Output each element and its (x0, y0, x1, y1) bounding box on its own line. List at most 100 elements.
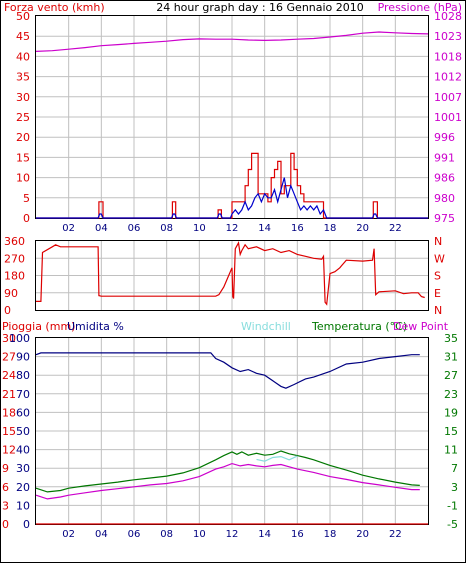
page-title: 24 hour graph day : 16 Gennaio 2010 (156, 1, 364, 14)
wind-tick-label: 0 (23, 212, 30, 225)
time-tick-label: 14 (258, 223, 271, 234)
pressure-tick-label: 1001 (434, 111, 462, 124)
wind-tick-label: 10 (16, 172, 30, 185)
temperature-tick-label: 15 (444, 425, 458, 438)
temperature-tick-label: 35 (444, 332, 458, 345)
wind-tick-label: 20 (16, 131, 30, 144)
rain-tick-label: 12 (2, 444, 16, 457)
wind-tick-label: 30 (16, 91, 30, 104)
pressure-tick-label: 1023 (434, 30, 462, 43)
pressure-series-line (35, 31, 429, 52)
time-tick-label: 06 (128, 223, 141, 234)
gust-series-line (36, 152, 428, 219)
wind-tick-label: 45 (16, 30, 30, 43)
rain-tick-label: 27 (2, 351, 16, 364)
direction-tick-label: 0 (4, 304, 11, 317)
humidity-tick-label: 10 (16, 499, 30, 512)
pressure-tick-label: 1007 (434, 91, 462, 104)
pressure-tick-label: 986 (434, 172, 455, 185)
temperature-tick-label: 19 (444, 406, 458, 419)
time-tick-label: 04 (95, 529, 108, 540)
humidity-tick-label: 40 (16, 444, 30, 457)
rain-axis-label: Pioggia (mm) (2, 320, 75, 333)
time-tick-label: 18 (324, 223, 337, 234)
humidity-tick-label: 50 (16, 425, 30, 438)
time-tick-label: 12 (226, 529, 239, 540)
time-tick-label: 16 (291, 529, 304, 540)
compass-tick-label: N (434, 235, 442, 248)
rain-tick-label: 21 (2, 388, 16, 401)
rain-tick-label: 15 (2, 425, 16, 438)
wind-tick-label: 50 (16, 10, 30, 23)
rain-tick-label: 6 (2, 481, 9, 494)
humidity-tick-label: 60 (16, 406, 30, 419)
pressure-tick-label: 991 (434, 151, 455, 164)
rain-tick-label: 3 (2, 499, 9, 512)
humidity-tick-label: 90 (16, 351, 30, 364)
time-tick-label: 16 (291, 223, 304, 234)
pressure-tick-label: 1028 (434, 10, 462, 23)
time-tick-label: 10 (193, 529, 206, 540)
rain-tick-label: 9 (2, 462, 9, 475)
wind-tick-label: 25 (16, 111, 30, 124)
time-tick-label: 08 (160, 223, 173, 234)
temperature-series-line (35, 450, 420, 493)
direction-tick-label: 90 (4, 287, 18, 300)
time-tick-label: 18 (324, 529, 337, 540)
time-tick-label: 08 (160, 529, 173, 540)
windchill-legend-label: Windchill (241, 320, 291, 333)
pressure-tick-label: 1012 (434, 71, 462, 84)
temperature-tick-label: 23 (444, 388, 458, 401)
temperature-tick-label: -5 (447, 518, 458, 531)
pressure-axis-label: Pressione (hPa) (378, 1, 462, 14)
compass-tick-label: W (434, 252, 445, 265)
time-tick-label: 04 (95, 223, 108, 234)
humidity-tick-label: 30 (16, 462, 30, 475)
rain-tick-label: 30 (2, 332, 16, 345)
time-tick-label: 20 (356, 529, 369, 540)
pressure-tick-label: 1018 (434, 50, 462, 63)
temperature-legend-label: Temperatura (°C) (311, 320, 407, 333)
wind-tick-label: 40 (16, 50, 30, 63)
humidity-tick-label: 0 (23, 518, 30, 531)
time-tick-label: 22 (389, 223, 402, 234)
temperature-tick-label: 31 (444, 351, 458, 364)
temperature-tick-label: -1 (447, 499, 458, 512)
compass-tick-label: E (434, 287, 441, 300)
wind-tick-label: 5 (23, 192, 30, 205)
dewpoint-legend-label: Dew Point (393, 320, 449, 333)
direction-tick-label: 180 (4, 270, 25, 283)
rain-tick-label: 0 (2, 518, 9, 531)
wind-tick-label: 35 (16, 71, 30, 84)
dewpoint-series-line (35, 462, 420, 500)
humidity-series-line (35, 352, 420, 389)
rain-tick-label: 18 (2, 406, 16, 419)
direction-series-line (36, 241, 425, 306)
time-tick-label: 02 (62, 529, 75, 540)
humidity-tick-label: 80 (16, 369, 30, 382)
time-tick-label: 22 (389, 529, 402, 540)
direction-tick-label: 360 (4, 235, 25, 248)
pressure-tick-label: 975 (434, 212, 455, 225)
humidity-tick-label: 70 (16, 388, 30, 401)
compass-tick-label: N (434, 304, 442, 317)
wind-tick-label: 15 (16, 151, 30, 164)
humidity-axis-label: Umidita % (67, 320, 124, 333)
temperature-tick-label: 7 (451, 462, 458, 475)
temperature-tick-label: 3 (451, 481, 458, 494)
temperature-tick-label: 27 (444, 369, 458, 382)
time-tick-label: 06 (128, 529, 141, 540)
time-tick-label: 14 (258, 529, 271, 540)
average-series-line (36, 177, 428, 219)
pressure-tick-label: 996 (434, 131, 455, 144)
humidity-tick-label: 20 (16, 481, 30, 494)
compass-tick-label: S (434, 270, 441, 283)
time-tick-label: 02 (62, 223, 75, 234)
time-tick-label: 12 (226, 223, 239, 234)
pressure-tick-label: 980 (434, 192, 455, 205)
time-tick-label: 20 (356, 223, 369, 234)
rain-tick-label: 24 (2, 369, 16, 382)
wind-axis-label: Forza vento (kmh) (4, 1, 105, 14)
